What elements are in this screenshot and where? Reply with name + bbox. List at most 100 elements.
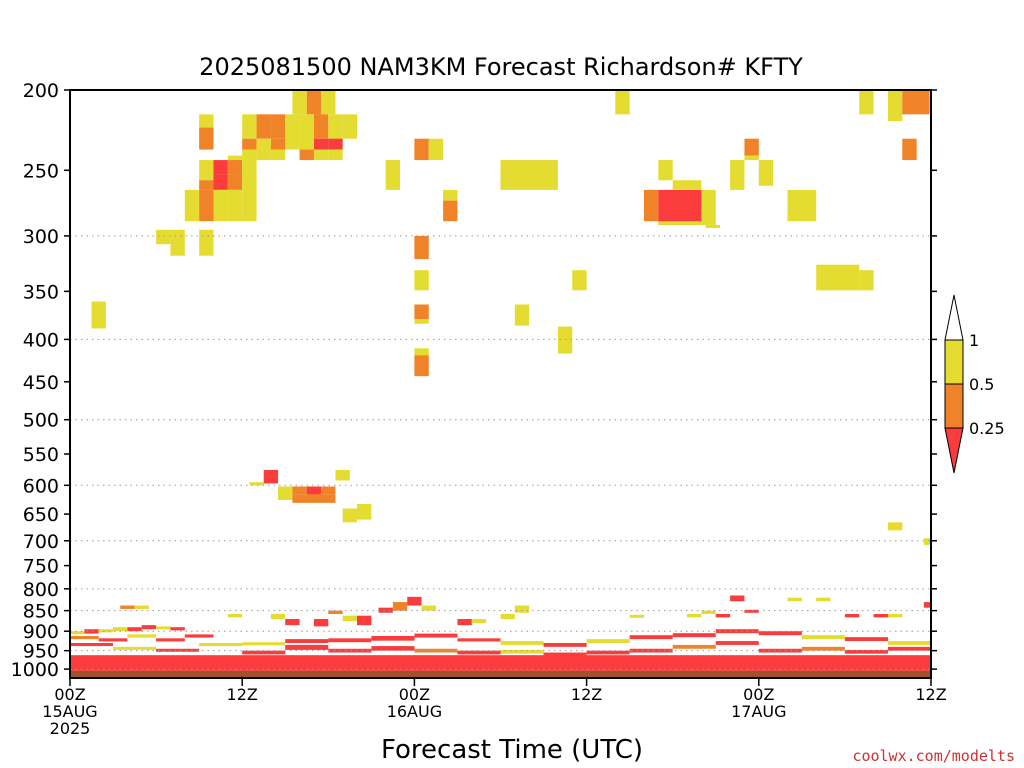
ri-cell bbox=[292, 486, 307, 495]
ri-cell bbox=[113, 646, 157, 650]
ri-cell bbox=[421, 605, 436, 611]
y-tick-label: 200 bbox=[23, 80, 59, 102]
ri-cell bbox=[471, 619, 487, 624]
ri-cell bbox=[263, 469, 279, 484]
ri-cell bbox=[758, 160, 774, 186]
ri-cell bbox=[414, 270, 429, 291]
x-tick-label: 16AUG bbox=[387, 702, 442, 721]
ri-cell bbox=[844, 649, 888, 654]
ground-fill bbox=[70, 670, 931, 678]
ri-cell bbox=[392, 602, 408, 611]
ri-cell bbox=[543, 652, 587, 656]
colorbar-bin bbox=[944, 339, 964, 385]
x-tick-label: 00Z bbox=[54, 685, 85, 704]
ri-cell bbox=[199, 229, 214, 256]
ri-cell bbox=[615, 90, 630, 115]
y-tick-label: 550 bbox=[23, 444, 59, 466]
ri-cell bbox=[328, 638, 372, 643]
ri-cell bbox=[407, 596, 422, 606]
ri-cell bbox=[887, 646, 931, 651]
ri-cell bbox=[342, 615, 357, 622]
ri-cell bbox=[199, 180, 214, 190]
ri-cell bbox=[500, 160, 558, 190]
ri-cell bbox=[572, 270, 587, 291]
y-tick-label: 450 bbox=[23, 372, 59, 394]
ri-cell bbox=[705, 224, 721, 228]
ri-cell bbox=[787, 189, 817, 222]
ri-cell bbox=[859, 90, 874, 115]
ri-cell bbox=[658, 160, 673, 181]
ri-cell bbox=[923, 538, 931, 545]
ri-cell bbox=[313, 114, 329, 139]
ri-cell bbox=[98, 629, 114, 633]
y-tick-label: 900 bbox=[23, 621, 59, 643]
ri-cell bbox=[170, 229, 185, 256]
y-tick-label: 250 bbox=[23, 160, 59, 182]
ri-cell bbox=[923, 602, 931, 608]
ri-cell bbox=[414, 633, 458, 638]
ri-cell bbox=[557, 326, 573, 354]
ri-cell bbox=[313, 619, 329, 627]
ri-cell bbox=[70, 631, 85, 635]
ri-cell bbox=[629, 648, 673, 653]
ri-cell bbox=[873, 614, 888, 618]
ri-cell bbox=[758, 631, 802, 636]
colorbar-bin bbox=[944, 383, 964, 429]
ri-cell bbox=[70, 655, 931, 661]
ri-cell bbox=[321, 90, 336, 115]
ri-cell bbox=[844, 614, 860, 618]
ri-cell bbox=[744, 609, 759, 613]
ri-cell bbox=[715, 629, 759, 634]
y-tick-label: 500 bbox=[23, 410, 59, 432]
x-tick-label: 15AUG bbox=[42, 702, 97, 721]
ri-cell bbox=[199, 160, 214, 181]
ri-cell bbox=[285, 619, 300, 626]
ri-cell bbox=[457, 650, 501, 655]
ri-cell bbox=[715, 614, 731, 618]
ri-cell bbox=[816, 597, 831, 602]
ri-cell bbox=[730, 160, 745, 190]
plot-frame bbox=[69, 89, 932, 679]
y-tick-label: 400 bbox=[23, 329, 59, 351]
ri-cell bbox=[242, 149, 257, 161]
ri-cell bbox=[902, 138, 917, 161]
ri-cell bbox=[70, 665, 931, 671]
ri-cell bbox=[385, 160, 401, 190]
y-tick-label: 750 bbox=[23, 556, 59, 578]
ri-cell bbox=[543, 643, 587, 647]
ri-cell bbox=[414, 348, 429, 356]
ri-cell bbox=[227, 160, 243, 175]
grid-lines bbox=[70, 235, 931, 670]
ri-cell bbox=[113, 627, 128, 632]
ri-cell bbox=[84, 629, 99, 634]
x-tick-label: 00Z bbox=[743, 685, 774, 704]
ri-cell bbox=[887, 522, 903, 531]
ri-cell bbox=[170, 627, 185, 631]
ri-cell bbox=[328, 610, 343, 615]
ri-cell bbox=[414, 235, 429, 260]
ri-cell bbox=[902, 90, 930, 115]
ri-cell bbox=[514, 605, 530, 613]
colorbar-label: 0.5 bbox=[969, 375, 994, 394]
ri-cell bbox=[887, 641, 931, 645]
ri-cell bbox=[256, 149, 271, 161]
ri-cell bbox=[227, 174, 243, 190]
ri-cell bbox=[687, 614, 702, 618]
ri-cell bbox=[514, 304, 530, 326]
ri-cell bbox=[787, 597, 802, 602]
ri-cell bbox=[70, 660, 931, 666]
ri-cell bbox=[342, 114, 357, 139]
ri-cell bbox=[120, 605, 135, 609]
ri-cell bbox=[443, 200, 458, 222]
ri-cell bbox=[184, 634, 214, 638]
ri-cell bbox=[199, 127, 214, 150]
ri-cell bbox=[285, 114, 300, 150]
ri-cell bbox=[887, 614, 903, 618]
ri-cell bbox=[134, 605, 149, 609]
ri-cell bbox=[414, 304, 429, 320]
ri-cell bbox=[378, 607, 393, 613]
ri-cell bbox=[156, 626, 171, 630]
ri-cell bbox=[801, 646, 845, 651]
